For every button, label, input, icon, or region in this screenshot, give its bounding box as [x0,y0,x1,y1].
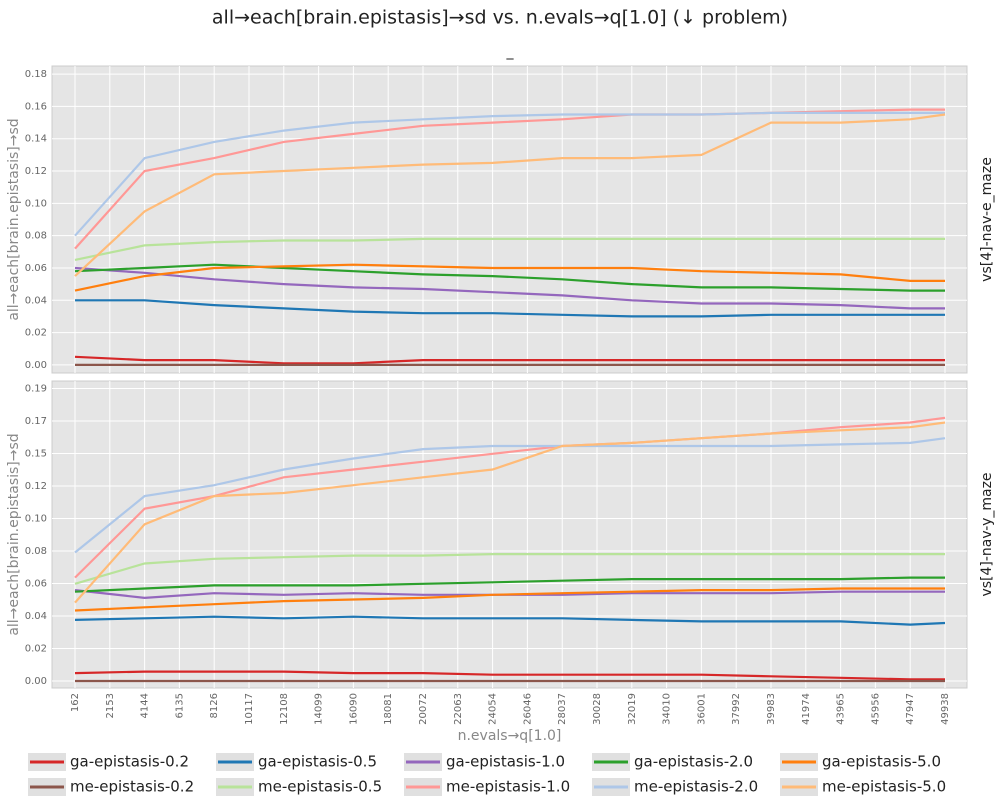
series-line [74,576,945,593]
x-tick-label: 12108 [279,693,290,725]
x-axis-label: n.evals→q[1.0] [458,728,562,744]
legend-label: ga-epistasis-1.0 [446,753,565,771]
x-tick-label: 30028 [592,693,603,725]
series-line [74,670,945,681]
series-line [74,355,945,365]
legend-label: me-epistasis-1.0 [446,778,570,796]
x-tick-label: 20072 [418,693,429,725]
x-tick-label: 49938 [940,693,951,725]
y-tick-label: 0.06 [25,578,47,589]
x-tick-label: 41974 [801,693,812,725]
x-tick-label: 39983 [766,693,777,725]
y-tick-label: 0.00 [25,360,47,371]
x-tick-label: 43965 [836,693,847,725]
series-line [74,111,945,237]
x-tick-label: 16090 [348,693,359,725]
y-tick-label: 0.16 [25,101,47,112]
series-line [74,416,946,579]
y-tick-label: 0.00 [25,676,47,687]
x-tick-label: 22063 [453,693,464,725]
series-line [74,553,945,585]
y-tick-label: 0.10 [25,198,47,209]
x-tick-label: 34010 [662,693,673,725]
chart-title: all→each[brain.epistasis]→sd vs. n.evals… [212,7,788,29]
y-tick-label: 0.17 [25,416,47,427]
legend-label: me-epistasis-2.0 [634,778,758,796]
y-tick-label: 0.04 [25,295,47,306]
y-tick-label: 0.06 [25,263,47,274]
series-line [74,108,945,250]
x-tick-label: 8126 [209,693,220,718]
facet-label: vs[4]-nav-y_maze [979,472,995,596]
chart-subtitle: _ [506,44,515,60]
y-tick-label: 0.02 [25,643,47,654]
legend-label: ga-epistasis-5.0 [822,753,941,771]
x-tick-label: 36001 [696,693,707,725]
series-line [74,587,945,612]
y-tick-label: 0.18 [25,69,47,80]
y-tick-label: 0.14 [25,134,47,145]
series-line [74,263,945,292]
legend-label: me-epistasis-5.0 [822,778,946,796]
x-tick-label: 26046 [522,693,533,725]
x-tick-label: 6135 [174,693,185,718]
y-tick-label: 0.10 [25,513,47,524]
legend-label: me-epistasis-0.2 [70,778,194,796]
series-line [74,237,945,261]
x-tick-label: 14099 [314,693,325,725]
series-line [75,299,945,318]
legend-label: ga-epistasis-0.2 [70,753,189,771]
facet-label: vs[4]-nav-e_maze [979,157,995,282]
series-line [74,421,946,604]
y-tick-label: 0.19 [25,383,47,394]
y-axis-label: all→each[brain.epistasis]→sd [6,433,22,635]
x-tick-label: 24054 [488,693,499,725]
x-tick-label: 18081 [383,693,394,725]
series-line [74,266,945,310]
y-tick-label: 0.02 [25,328,47,339]
x-tick-label: 10117 [244,693,255,725]
series-line [74,263,945,292]
y-tick-label: 0.04 [25,611,47,622]
x-tick-label: 37992 [731,693,742,725]
x-tick-label: 28037 [557,693,568,725]
legend-label: ga-epistasis-2.0 [634,753,753,771]
y-tick-label: 0.08 [25,231,47,242]
y-axis-label: all→each[brain.epistasis]→sd [6,118,22,320]
legend-label: ga-epistasis-0.5 [258,753,377,771]
y-tick-label: 0.12 [25,481,47,492]
x-tick-label: 2153 [105,693,116,718]
x-tick-label: 4144 [140,693,151,718]
x-tick-label: 162 [70,693,81,712]
plot-background [51,380,968,689]
x-tick-label: 32019 [627,693,638,725]
y-tick-label: 0.08 [25,546,47,557]
y-tick-label: 0.12 [25,166,47,177]
x-tick-label: 45956 [870,693,881,725]
plot-background [51,65,968,374]
series-line [74,615,946,626]
legend-label: me-epistasis-0.5 [258,778,382,796]
y-tick-label: 0.15 [25,448,47,459]
series-line [74,437,946,554]
x-tick-label: 47947 [905,693,916,725]
series-line [74,113,946,277]
